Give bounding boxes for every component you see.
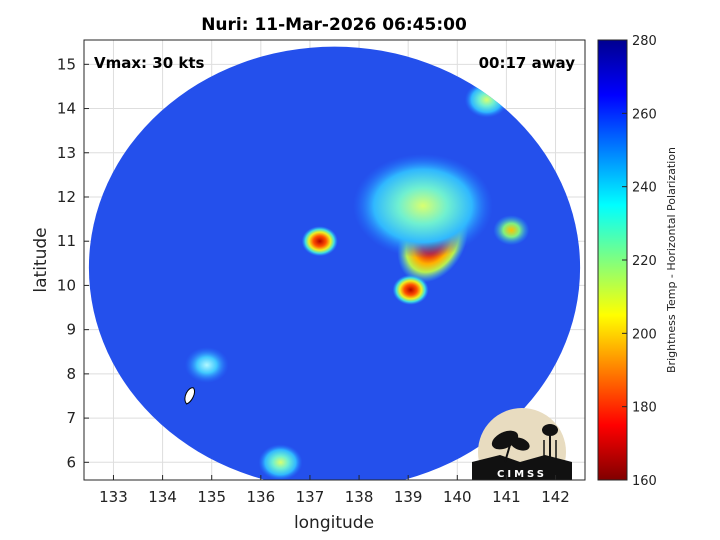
y-axis-label: latitude: [31, 227, 51, 292]
x-tick-label: 133: [99, 488, 128, 506]
vmax-annotation: Vmax: 30 kts: [94, 54, 204, 72]
storm-center-marker: [184, 387, 195, 405]
colorbar-tick-label: 240: [632, 181, 657, 196]
y-tick-label: 7: [66, 409, 76, 427]
y-tick-label: 11: [57, 232, 76, 250]
swath-feature-cold-cell: [392, 274, 429, 305]
colorbar-ticks: 160 180 200 220 240 260 280: [622, 34, 657, 489]
cimss-logo: CIMSS: [472, 408, 572, 480]
y-tick-label: 15: [57, 55, 76, 73]
swath-background: [88, 46, 581, 480]
y-tick-label: 10: [57, 276, 76, 294]
y-tick-label: 9: [66, 321, 76, 339]
y-tick-label: 14: [57, 100, 76, 118]
swath-feature-warm-patch: [184, 347, 229, 384]
x-tick-label: 141: [492, 488, 521, 506]
y-tick-label: 13: [57, 144, 76, 162]
swath-feature-cold-cell: [493, 215, 530, 246]
colorbar-tick-label: 280: [632, 34, 657, 49]
colorbar-tick-label: 180: [632, 401, 657, 416]
x-axis-label: longitude: [294, 513, 374, 533]
y-tick-label: 6: [66, 453, 76, 471]
x-tick-label: 139: [394, 488, 423, 506]
colorbar: 160 180 200 220 240 260 280 Brightness Temp - …: [597, 34, 678, 489]
y-axis-ticks: 6 7 8 9 10 11 12 13 14 15: [57, 55, 89, 471]
colorbar-tick-label: 260: [632, 107, 657, 122]
x-tick-label: 140: [443, 488, 472, 506]
colorbar-label: Brightness Temp - Horizontal Polarizatio…: [665, 147, 678, 373]
x-tick-label: 136: [247, 488, 276, 506]
time-away-annotation: 00:17 away: [479, 54, 576, 72]
logo-text: CIMSS: [497, 469, 547, 480]
x-axis-ticks: 133 134 135 136 137 138 139 140 141 142: [99, 475, 570, 506]
axes-box: [83, 39, 586, 481]
swath-feature-cold-cell: [301, 226, 338, 257]
chart-title: Nuri: 11-Mar-2026 06:45:00: [201, 15, 467, 35]
x-tick-label: 142: [541, 488, 570, 506]
x-tick-label: 134: [148, 488, 177, 506]
colorbar-tick-label: 160: [632, 474, 657, 489]
swath-feature-warm-region: [352, 153, 493, 258]
y-tick-label: 12: [57, 188, 76, 206]
y-tick-label: 8: [66, 365, 76, 383]
brightness-temp-swath: [88, 46, 581, 480]
x-tick-label: 137: [296, 488, 325, 506]
colorbar-tick-label: 200: [632, 327, 657, 342]
track-marker-shape: [184, 387, 195, 405]
x-tick-label: 135: [197, 488, 226, 506]
swath-features: [184, 81, 530, 480]
colorbar-tick-label: 220: [632, 254, 657, 269]
swath-feature-warm-patch: [258, 444, 303, 480]
x-tick-label: 138: [345, 488, 374, 506]
